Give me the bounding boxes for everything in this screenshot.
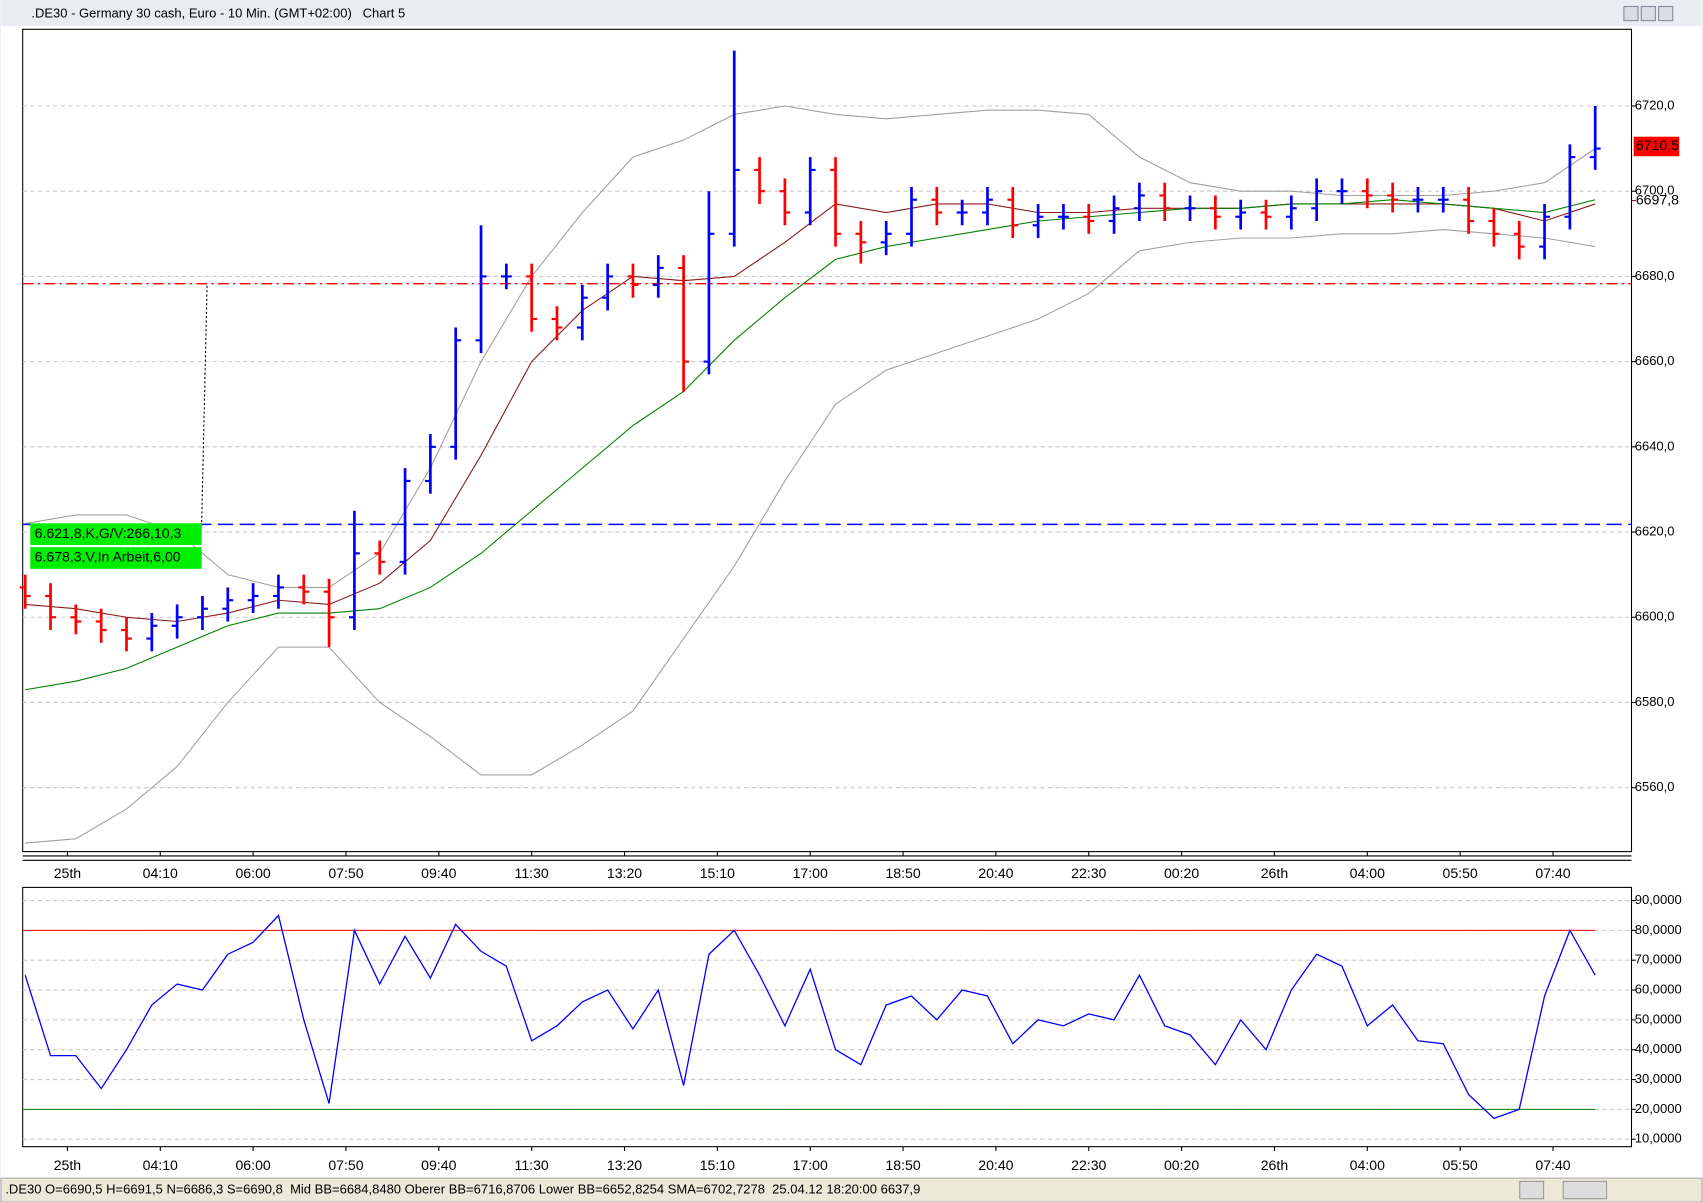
x-tick-label: 26th bbox=[1261, 865, 1288, 881]
x-tick-label: 04:10 bbox=[143, 1157, 178, 1173]
y-tick-label: 50,0000 bbox=[1635, 1011, 1682, 1026]
price-label: 6710,5 bbox=[1636, 137, 1679, 153]
x-tick-label: 07:50 bbox=[328, 865, 363, 881]
x-tick-label: 04:00 bbox=[1350, 1157, 1385, 1173]
x-tick-label: 25th bbox=[54, 1157, 81, 1173]
x-tick-label: 22:30 bbox=[1071, 1157, 1106, 1173]
y-tick-label: 90,0000 bbox=[1635, 892, 1682, 907]
restore-button[interactable] bbox=[1640, 5, 1656, 22]
x-tick-label: 25th bbox=[54, 865, 81, 881]
x-tick-label: 04:00 bbox=[1350, 865, 1385, 881]
x-tick-label: 22:30 bbox=[1071, 865, 1106, 881]
x-tick-label: 09:40 bbox=[421, 865, 456, 881]
oscillator-line bbox=[24, 914, 1596, 1120]
x-tick-label: 07:50 bbox=[328, 1157, 363, 1173]
zoom-controls[interactable] bbox=[1610, 1181, 1694, 1199]
y-tick-label: 10,0000 bbox=[1635, 1131, 1682, 1146]
close-button[interactable] bbox=[1658, 5, 1674, 22]
chart-layer: 6560,0 6580,0 6600,0 6620,0 6640,0 6660,0 6680… bbox=[19, 50, 1682, 1173]
overlay-line bbox=[25, 105, 1596, 588]
y-tick-label: 6560,0 bbox=[1635, 779, 1675, 794]
x-tick-label: 20:40 bbox=[978, 1157, 1013, 1173]
x-tick-label: 05:50 bbox=[1443, 865, 1478, 881]
y-tick-label: 6600,0 bbox=[1635, 609, 1675, 624]
level-label-box bbox=[30, 547, 202, 569]
x-tick-label: 17:00 bbox=[793, 1157, 828, 1173]
x-tick-label: 06:00 bbox=[235, 1157, 270, 1173]
x-tick-label: 05:50 bbox=[1443, 1157, 1478, 1173]
y-tick-label: 6660,0 bbox=[1635, 353, 1675, 368]
window-title: .DE30 - Germany 30 cash, Euro - 10 Min. … bbox=[31, 6, 405, 21]
x-tick-label: 15:10 bbox=[700, 865, 735, 881]
status-bar bbox=[0, 1177, 1703, 1202]
indicator-plot-frame bbox=[22, 886, 1633, 1148]
scroll-thumb[interactable] bbox=[1562, 1180, 1608, 1200]
y-tick-label: 6640,0 bbox=[1635, 438, 1675, 453]
x-tick-label: 17:00 bbox=[793, 865, 828, 881]
x-tick-label: 06:00 bbox=[235, 865, 270, 881]
x-tick-label: 13:20 bbox=[607, 1157, 642, 1173]
x-tick-label: 07:40 bbox=[1535, 865, 1570, 881]
x-tick-label: 00:20 bbox=[1164, 865, 1199, 881]
y-tick-label: 6700,0 bbox=[1635, 183, 1675, 198]
y-tick-label: 6580,0 bbox=[1635, 694, 1675, 709]
overlay-line bbox=[25, 199, 1596, 691]
x-tick-label: 13:20 bbox=[607, 865, 642, 881]
y-tick-label: 40,0000 bbox=[1635, 1041, 1682, 1056]
x-tick-label: 26th bbox=[1261, 1157, 1288, 1173]
x-tick-label: 04:10 bbox=[143, 865, 178, 881]
price-plot-frame bbox=[22, 28, 1633, 853]
y-tick-label: 6720,0 bbox=[1635, 97, 1675, 112]
x-tick-label: 11:30 bbox=[515, 865, 549, 881]
scroll-left[interactable] bbox=[1519, 1180, 1545, 1200]
y-tick-label: 60,0000 bbox=[1635, 981, 1682, 996]
y-tick-label: 70,0000 bbox=[1635, 952, 1682, 967]
level-label-box bbox=[30, 523, 202, 545]
overlay-line bbox=[25, 229, 1596, 844]
x-tick-label: 20:40 bbox=[978, 865, 1013, 881]
minimize-button[interactable] bbox=[1623, 5, 1639, 22]
y-tick-label: 6620,0 bbox=[1635, 523, 1675, 538]
level-label: 6.678,3,V,In Arbeit,6,00 bbox=[35, 549, 181, 565]
x-tick-label: 07:40 bbox=[1535, 1157, 1570, 1173]
x-tick-label: 18:50 bbox=[885, 1157, 920, 1173]
y-tick-label: 6680,0 bbox=[1635, 268, 1675, 283]
x-tick-label: 00:20 bbox=[1164, 1157, 1199, 1173]
status-text: .DE30 O=6690,5 H=6691,5 N=6686,3 S=6690,… bbox=[5, 1182, 920, 1197]
connector bbox=[201, 283, 208, 523]
x-tick-label: 15:10 bbox=[700, 1157, 735, 1173]
price-label: 6697,8 bbox=[1636, 191, 1679, 207]
y-tick-label: 20,0000 bbox=[1635, 1101, 1682, 1116]
level-label: 6.621,8,K,G/V:266,10,3 bbox=[35, 525, 182, 541]
y-tick-label: 30,0000 bbox=[1635, 1071, 1682, 1086]
x-tick-label: 18:50 bbox=[885, 865, 920, 881]
y-tick-label: 80,0000 bbox=[1635, 922, 1682, 937]
x-tick-label: 09:40 bbox=[421, 1157, 456, 1173]
x-tick-label: 11:30 bbox=[515, 1157, 549, 1173]
title-bar bbox=[0, 0, 1703, 27]
last-price-box bbox=[1633, 136, 1680, 157]
